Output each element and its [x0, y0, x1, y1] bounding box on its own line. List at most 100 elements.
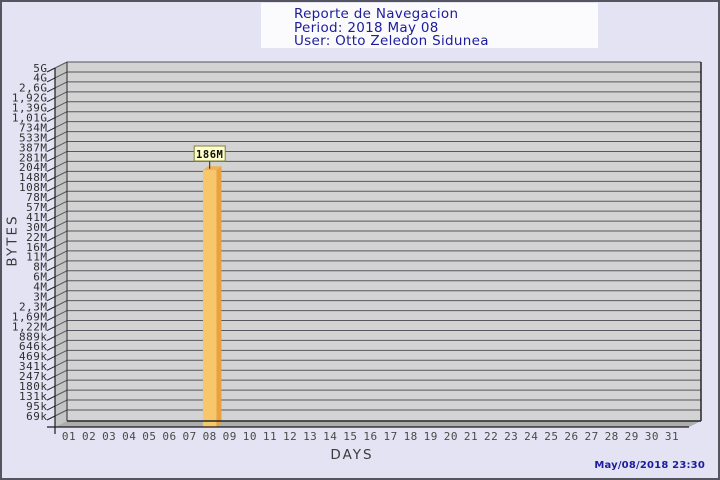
- y-tick-label: 734M: [19, 121, 48, 134]
- x-tick-label: 11: [263, 430, 277, 443]
- y-tick-label: 469k: [19, 350, 48, 363]
- x-tick-label: 04: [122, 430, 136, 443]
- wall-gridline: [54, 61, 68, 69]
- y-tick-label: 8M: [33, 261, 47, 274]
- wall-gridline: [54, 220, 68, 228]
- wall-gridline: [54, 121, 68, 129]
- y-tick-label: 30M: [26, 221, 47, 234]
- x-tick-label: 14: [323, 430, 337, 443]
- wall-gridline: [54, 141, 68, 148]
- usage-bar-side: [216, 166, 222, 428]
- y-tick: [46, 77, 56, 83]
- y-tick: [46, 355, 56, 361]
- y-tick-label: 1,22M: [12, 320, 48, 333]
- y-tick: [46, 306, 56, 312]
- wall-gridline: [54, 101, 68, 109]
- x-tick-label: 15: [343, 430, 357, 443]
- wall-gridline: [54, 280, 68, 288]
- y-tick-label: 131k: [19, 390, 48, 403]
- wall-gridline: [54, 270, 68, 278]
- y-tick-label: 180k: [19, 380, 48, 393]
- chart-floor: [55, 421, 701, 427]
- y-tick-label: 108M: [19, 181, 48, 194]
- wall-gridline: [54, 310, 68, 318]
- y-tick: [46, 117, 56, 123]
- y-tick-label: 1,39G: [12, 102, 48, 115]
- x-tick-label: 26: [564, 430, 578, 443]
- y-tick: [46, 196, 56, 202]
- x-tick-label: 03: [102, 430, 116, 443]
- x-tick-label: 12: [283, 430, 297, 443]
- y-tick-label: 387M: [19, 141, 48, 154]
- wall-gridline: [54, 240, 68, 248]
- x-tick-label: 25: [544, 430, 558, 443]
- wall-gridline: [54, 260, 68, 268]
- y-tick: [46, 405, 56, 411]
- x-tick-label: 19: [424, 430, 438, 443]
- x-tick-label: 27: [584, 430, 598, 443]
- wall-gridline: [54, 349, 68, 357]
- y-tick-label: 22M: [26, 231, 47, 244]
- wall-gridline: [54, 210, 68, 218]
- y-tick-label: 57M: [26, 201, 47, 214]
- y-tick: [46, 97, 56, 103]
- y-tick-label: 533M: [19, 131, 48, 144]
- y-tick-label: 6M: [33, 271, 47, 284]
- x-tick-label: 16: [363, 430, 377, 443]
- y-tick-label: 204M: [19, 161, 48, 174]
- y-tick: [46, 326, 56, 331]
- y-tick: [46, 166, 56, 172]
- x-tick-label: 28: [605, 430, 619, 443]
- wall-gridline: [54, 250, 68, 258]
- wall-gridline: [54, 320, 68, 327]
- x-tick-label: 02: [82, 430, 96, 443]
- y-tick-label: 646k: [19, 340, 48, 353]
- y-tick-label: 281M: [19, 151, 48, 164]
- x-tick-label: 13: [303, 430, 317, 443]
- usage-bar-top: [202, 166, 222, 171]
- y-tick: [46, 157, 56, 162]
- y-tick: [46, 236, 56, 242]
- y-tick-label: 341k: [19, 360, 48, 373]
- x-tick-label: 20: [444, 430, 458, 443]
- y-tick: [46, 296, 56, 302]
- y-tick: [46, 206, 56, 212]
- wall-gridline: [54, 71, 68, 79]
- wall-gridline: [54, 399, 68, 407]
- wall-gridline: [54, 369, 68, 377]
- y-tick: [46, 266, 56, 272]
- y-tick: [46, 385, 56, 391]
- y-tick-label: 16M: [26, 241, 47, 254]
- wall-gridline: [54, 409, 68, 417]
- usage-bar: [202, 170, 217, 428]
- y-tick: [46, 365, 56, 371]
- wall-gridline: [54, 170, 68, 178]
- y-tick-label: 41M: [26, 211, 47, 224]
- y-tick: [46, 276, 56, 282]
- report-period: Period: 2018 May 08: [294, 19, 439, 36]
- y-tick: [46, 226, 56, 232]
- y-tick-label: 889k: [19, 330, 48, 343]
- x-tick-label: 31: [665, 430, 679, 443]
- x-tick-label: 18: [404, 430, 418, 443]
- y-tick: [46, 137, 56, 143]
- wall-gridline: [54, 339, 68, 347]
- report-title: Reporte de Navegacion: [294, 6, 459, 22]
- x-tick-label: 22: [484, 430, 498, 443]
- y-tick-label: 2,3M: [19, 300, 48, 313]
- wall-gridline: [54, 300, 68, 308]
- y-tick-label: 148M: [19, 171, 48, 184]
- y-tick: [46, 87, 56, 93]
- y-tick: [46, 415, 56, 421]
- x-tick-label: 08: [203, 430, 217, 443]
- y-tick-label: 95k: [26, 400, 47, 413]
- wall-gridline: [54, 160, 68, 168]
- report-user: User: Otto Zeledon Sidunea: [294, 33, 489, 49]
- plot-area: [67, 62, 701, 421]
- y-tick-label: 1,69M: [12, 310, 48, 323]
- x-tick-label: 10: [243, 430, 257, 443]
- x-tick-label: 29: [625, 430, 639, 443]
- y-tick: [46, 316, 56, 322]
